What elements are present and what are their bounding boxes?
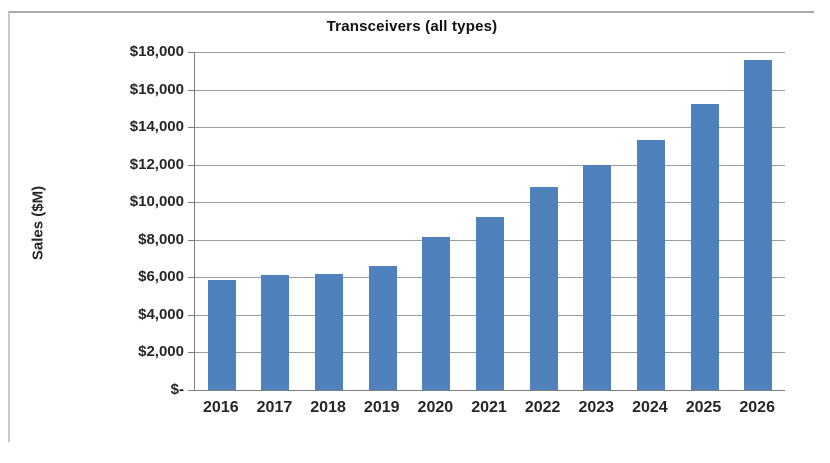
bar-2023 xyxy=(583,164,612,390)
gridline xyxy=(195,52,785,53)
x-tick-label: 2024 xyxy=(632,399,668,416)
x-tick-label: 2018 xyxy=(310,399,346,416)
bar-2022 xyxy=(529,187,558,390)
gridline xyxy=(195,202,785,204)
y-tick-label: $18,000 xyxy=(129,43,184,60)
chart-frame: Transceivers (all types) Sales ($M) $- $2… xyxy=(8,11,814,442)
y-tick-label: $6,000 xyxy=(138,268,184,286)
bar-2016 xyxy=(207,280,236,390)
y-axis-title: Sales ($M) xyxy=(28,138,48,308)
gridline xyxy=(195,127,785,129)
x-tick-label: 2025 xyxy=(685,399,722,416)
y-axis-tick xyxy=(188,390,195,391)
x-tick-label: 2023 xyxy=(578,399,615,416)
x-tick-label: 2021 xyxy=(471,399,507,416)
y-axis-tick xyxy=(188,89,195,91)
bar-2024 xyxy=(636,140,665,390)
bar-2025 xyxy=(690,103,719,390)
x-tick-label: 2016 xyxy=(203,399,239,416)
bar-2021 xyxy=(476,217,504,390)
bar-2018 xyxy=(315,273,344,390)
y-axis-tick xyxy=(188,202,195,204)
y-tick-label: $16,000 xyxy=(129,80,184,98)
x-axis-line xyxy=(194,390,785,391)
gridline xyxy=(195,164,785,166)
y-tick-label: $4,000 xyxy=(138,305,184,323)
y-axis-title-text: Sales ($M) xyxy=(29,185,47,261)
y-tick-label: $14,000 xyxy=(129,118,184,136)
y-axis-tick xyxy=(188,164,195,166)
y-axis-tick xyxy=(188,314,195,316)
x-tick-label: 2019 xyxy=(363,399,400,416)
bar-2017 xyxy=(261,275,290,390)
x-tick-label: 2020 xyxy=(417,399,454,416)
x-tick-label: 2017 xyxy=(256,399,293,416)
y-tick-label: $12,000 xyxy=(129,155,184,173)
y-axis-tick xyxy=(188,52,195,53)
plot-area xyxy=(194,52,785,391)
y-tick-label: $10,000 xyxy=(129,193,184,211)
bar-2019 xyxy=(368,266,397,390)
chart-title: Transceivers (all types) xyxy=(326,18,498,35)
y-tick-label: $2,000 xyxy=(138,343,184,361)
x-tick-label: 2026 xyxy=(739,399,775,416)
bar-2020 xyxy=(422,236,451,390)
y-tick-label: $8,000 xyxy=(138,230,184,248)
y-axis-tick xyxy=(188,277,195,279)
y-axis-tick xyxy=(188,239,195,241)
bar-2026 xyxy=(744,59,773,390)
y-tick-label: $- xyxy=(170,381,184,398)
y-axis-tick xyxy=(188,127,195,129)
x-tick-label: 2022 xyxy=(524,399,561,416)
gridline xyxy=(195,89,785,91)
y-axis-tick xyxy=(188,352,195,354)
